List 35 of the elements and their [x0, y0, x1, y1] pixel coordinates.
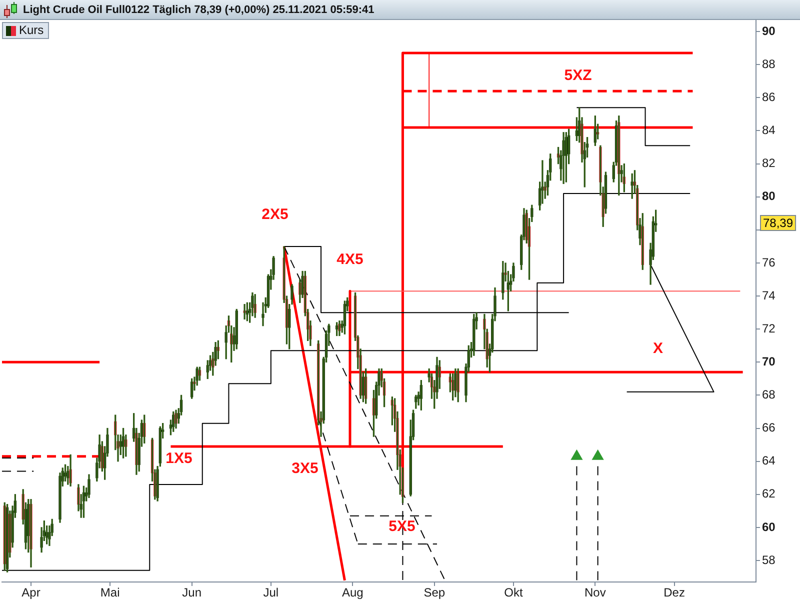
annotation: X	[652, 340, 664, 358]
y-tick-label: 88	[762, 56, 776, 71]
y-tick-label: 68	[762, 388, 776, 402]
y-tick-label: 60	[762, 520, 776, 534]
y-tick-label: 70	[762, 354, 776, 368]
y-tick-label: 86	[762, 90, 776, 104]
x-tick-label: Dez	[664, 586, 685, 600]
x-tick-label: Apr	[22, 586, 40, 600]
x-tick-label: Nov	[584, 586, 606, 600]
y-tick-label: 82	[762, 156, 776, 170]
y-tick-label: 80	[762, 189, 776, 204]
y-tick-label: 90	[762, 24, 776, 38]
y-tick-label: 72	[762, 321, 776, 336]
y-tick-label: 58	[762, 552, 776, 567]
y-tick-label: 66	[762, 420, 776, 435]
chart-title: Light Crude Oil Full0122 Täglich 78,39 (+0,00%) 25.11.2021 05:59:41	[23, 3, 374, 17]
x-tick-label: Aug	[342, 586, 364, 600]
x-tick-label: Mai	[100, 586, 120, 600]
y-tick-label: 62	[762, 486, 776, 501]
annotation: 4X5	[336, 251, 364, 268]
text: 78,39	[763, 216, 794, 230]
annotation: 3X5	[292, 460, 318, 478]
y-tick-label: 84	[762, 123, 776, 138]
y-tick-label: 64	[762, 454, 776, 468]
x-tick-label: Sep	[424, 586, 446, 600]
x-tick-label: Jun	[182, 586, 202, 600]
y-tick-label: 74	[762, 288, 776, 302]
legend-label: Kurs	[19, 23, 44, 38]
annotation: 1X5	[166, 450, 192, 468]
annotation: 5X5	[388, 518, 416, 536]
x-tick-label: Okt	[504, 586, 524, 600]
y-tick-label: 76	[762, 255, 776, 270]
x-tick-label: Jul	[263, 586, 279, 600]
annotation: 5XZ	[564, 67, 592, 84]
annotation: 2X5	[262, 206, 288, 224]
